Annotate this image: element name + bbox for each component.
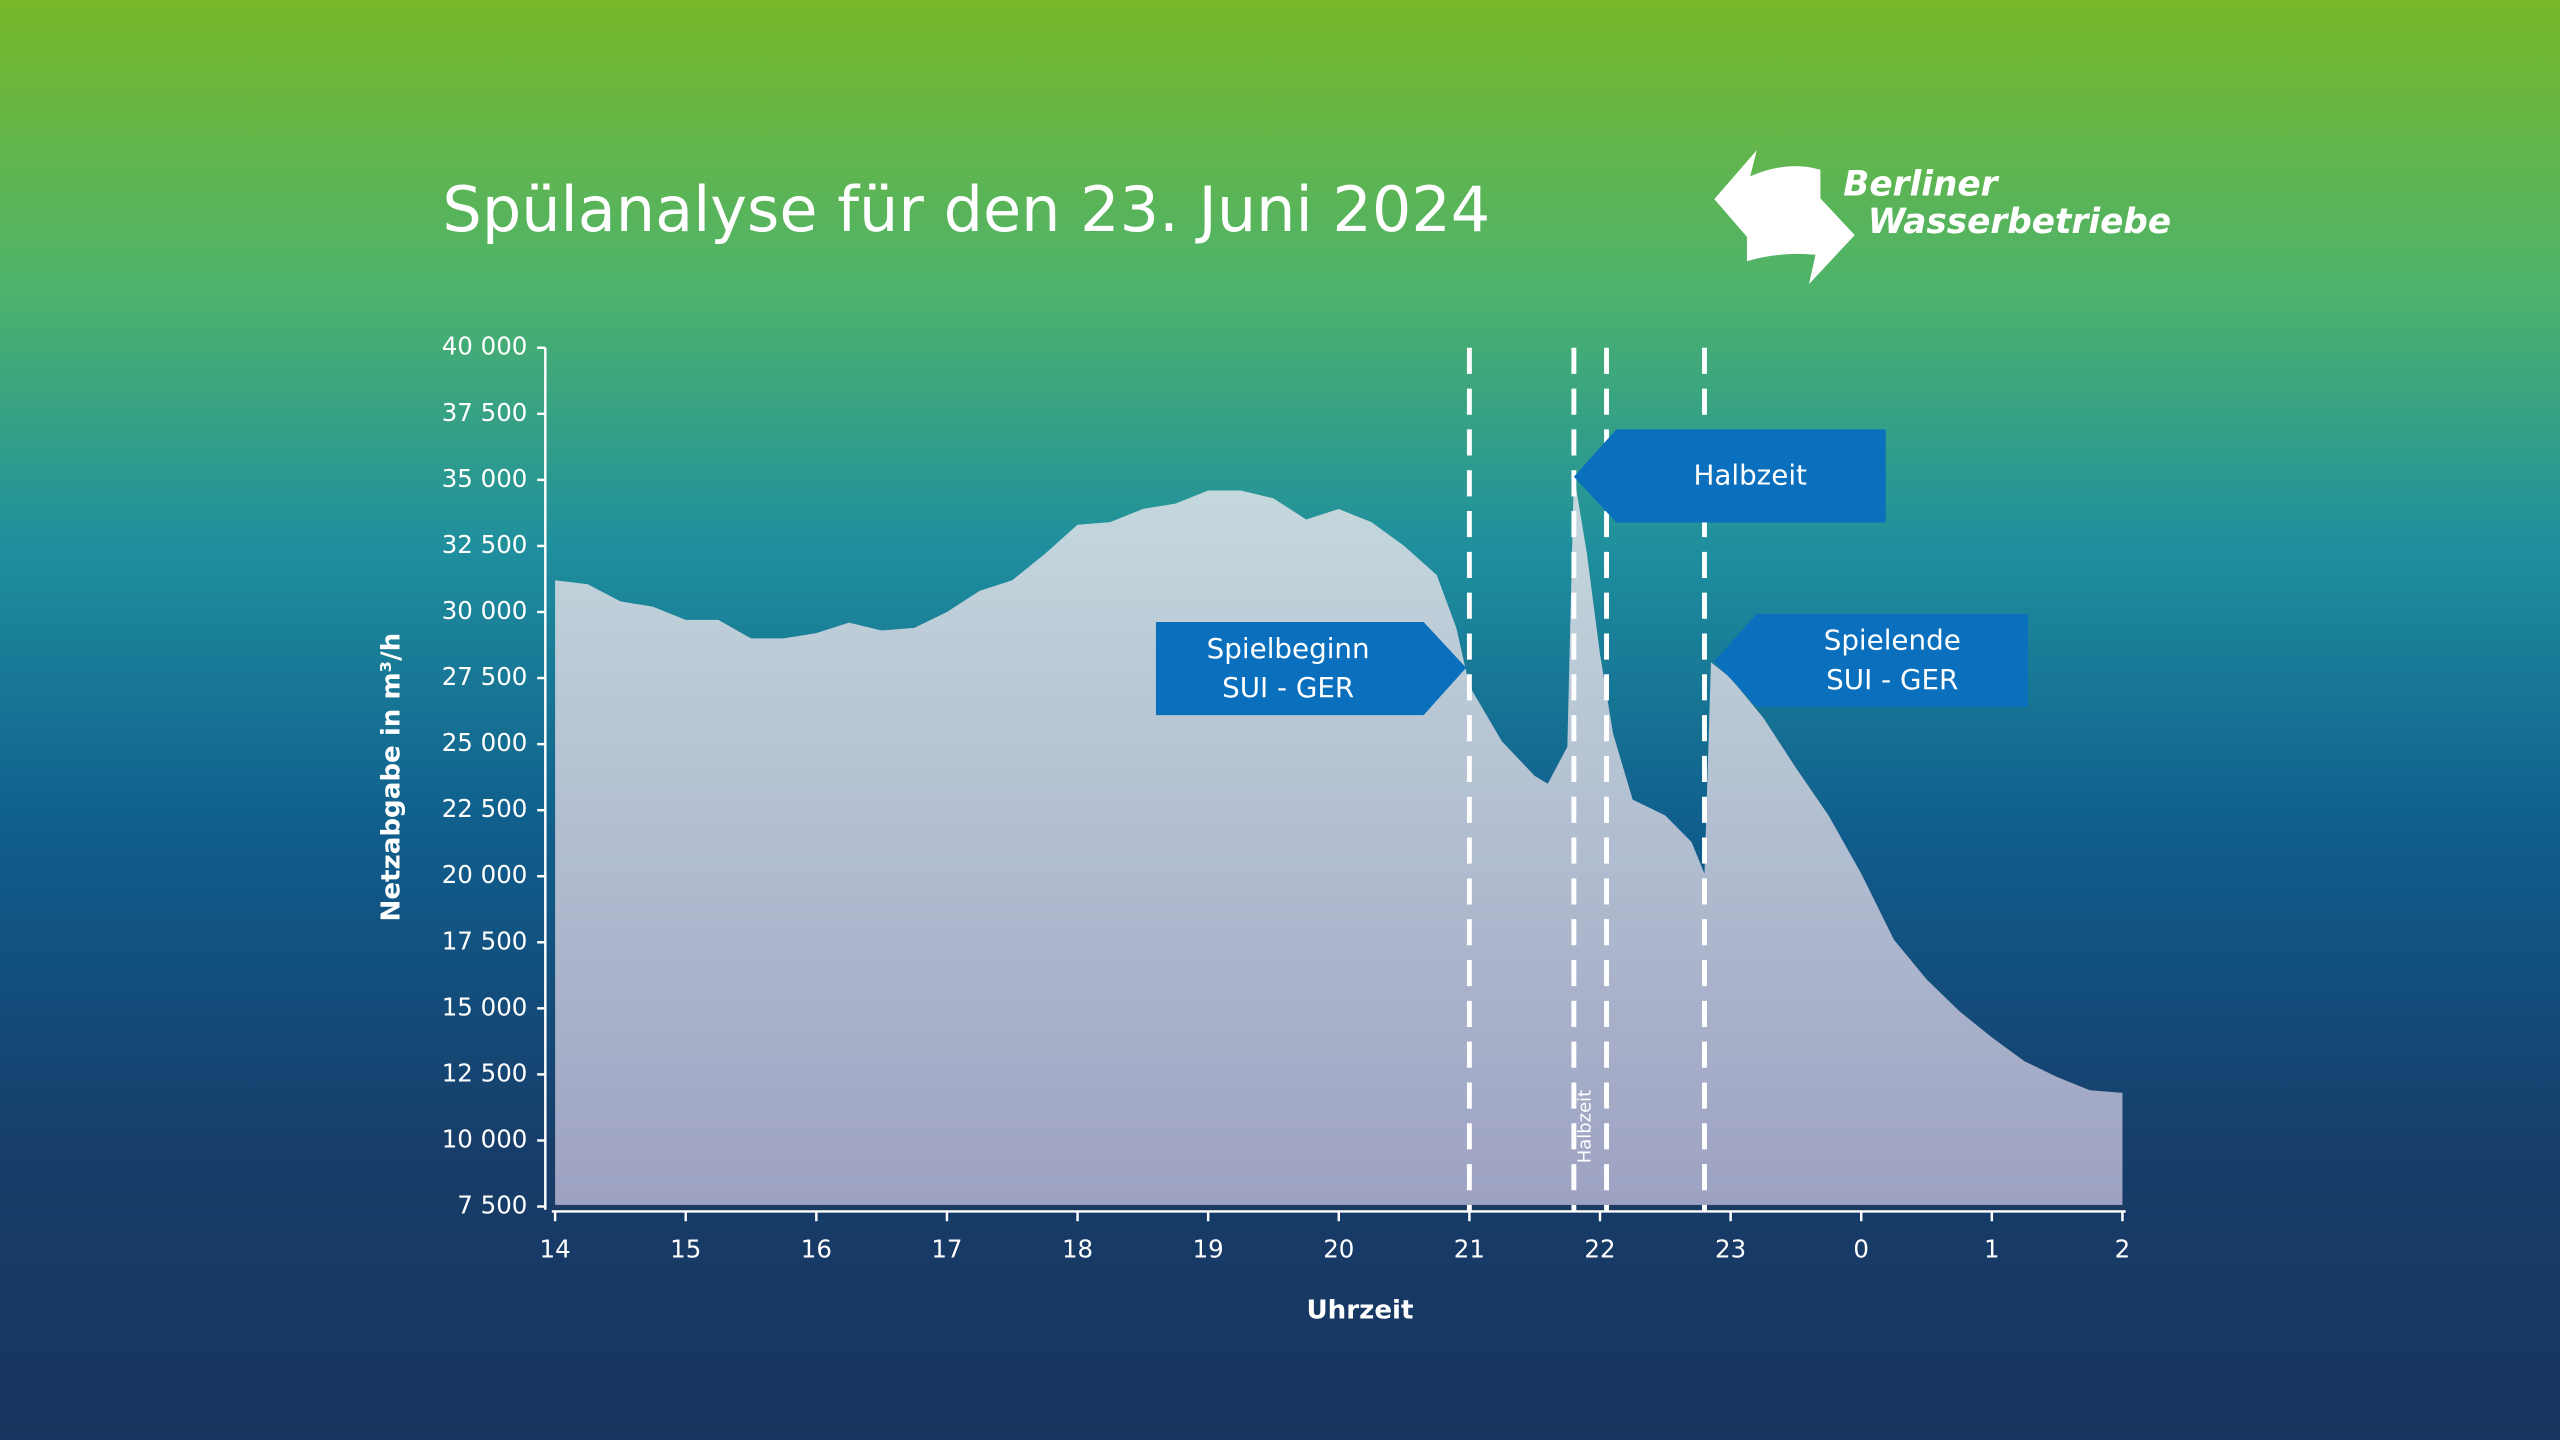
x-tick-label: 22 [1584,1235,1615,1264]
brand-line: Wasserbetriebe [1868,202,2171,242]
x-tick-label: 18 [1062,1235,1093,1264]
x-tick-label: 15 [670,1235,701,1264]
y-tick-label: 20 000 [442,860,528,889]
annotation: SUI - GER [1222,671,1354,704]
x-tick-label: 14 [540,1235,571,1264]
x-tick-label: 23 [1715,1235,1746,1264]
annotation: Spielende [1824,624,1961,657]
y-tick-label: 40 000 [442,332,528,361]
x-tick-label: 17 [931,1235,962,1264]
y-tick-label: 30 000 [442,596,528,625]
y-tick-label: 15 000 [442,992,528,1021]
chart-title: Spülanalyse für den 23. Juni 2024 [442,173,1490,246]
y-axis-label: Netzabgabe in m³/h [376,633,406,922]
y-tick-label: 22 500 [442,794,528,823]
x-tick-label: 16 [801,1235,832,1264]
y-tick-label: 32 500 [442,530,528,559]
annotation: Halbzeit [1693,459,1807,492]
annotation: Halbzeit [1574,1090,1595,1163]
brand-line: Berliner [1843,165,1999,205]
callout [1714,613,2028,707]
y-tick-label: 17 500 [442,926,528,955]
x-tick-label: 19 [1193,1235,1224,1264]
x-tick-label: 1 [1984,1235,2000,1264]
x-axis [551,1204,2126,1212]
y-tick-label: 7 500 [457,1191,527,1220]
area [555,474,2123,1207]
x-tick-label: 20 [1323,1235,1354,1264]
y-tick-label: 35 000 [442,464,528,493]
y-tick-label: 25 000 [442,728,528,757]
y-tick-label: 27 500 [442,662,528,691]
callout [1573,429,1886,523]
x-tick-label: 2 [2115,1235,2131,1264]
x-axis-label: Uhrzeit [1306,1296,1413,1326]
y-tick-label: 12 500 [442,1058,528,1087]
x-tick-label: 21 [1454,1235,1485,1264]
annotation: Spielbeginn [1207,632,1370,665]
y-tick-label: 37 500 [442,398,528,427]
annotation: SUI - GER [1826,663,1958,696]
y-tick-label: 10 000 [442,1124,528,1153]
x-tick-label: 0 [1853,1235,1869,1264]
callout [1155,622,1467,716]
logo: Berliner Wasserbetriebe [1714,150,2171,285]
